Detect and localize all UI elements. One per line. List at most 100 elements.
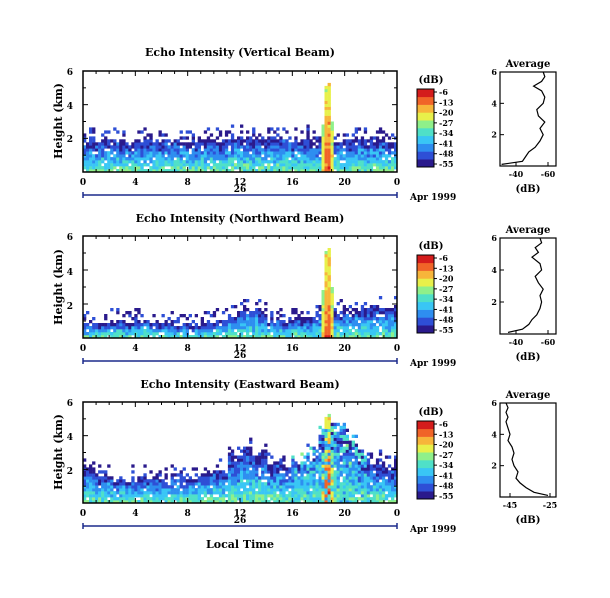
heatmap-cell bbox=[327, 142, 331, 146]
heatmap-cell bbox=[243, 160, 247, 164]
heatmap-cell bbox=[137, 329, 141, 333]
heatmap-cell bbox=[218, 130, 223, 134]
heatmap-cell bbox=[116, 320, 120, 324]
heatmap-cell bbox=[101, 335, 105, 339]
heatmap-cell bbox=[249, 488, 253, 492]
heatmap-cell bbox=[110, 145, 114, 149]
heatmap-cell bbox=[303, 145, 307, 149]
heatmap-cell bbox=[282, 482, 286, 486]
colorbar-swatch bbox=[417, 475, 434, 484]
heatmap-cell bbox=[252, 148, 256, 152]
heatmap-cell bbox=[288, 323, 292, 327]
heatmap-cell bbox=[246, 151, 250, 155]
heatmap-cell bbox=[255, 169, 259, 173]
heatmap-cell bbox=[179, 148, 183, 152]
heatmap-cell bbox=[336, 142, 340, 146]
heatmap-cell bbox=[339, 326, 343, 330]
heatmap-cell bbox=[327, 263, 331, 267]
heatmap-cell bbox=[394, 305, 398, 309]
heatmap-cell bbox=[158, 163, 162, 167]
heatmap-cell bbox=[116, 145, 120, 149]
heatmap-cell bbox=[191, 479, 195, 483]
heatmap-cell bbox=[336, 467, 340, 471]
heatmap-cell bbox=[146, 497, 150, 501]
heatmap-cell bbox=[384, 169, 389, 173]
heatmap-cell bbox=[237, 464, 241, 468]
heatmap-cell bbox=[158, 160, 162, 164]
heatmap-cell bbox=[372, 467, 377, 471]
heatmap-cell bbox=[270, 479, 274, 483]
heatmap-cell bbox=[215, 166, 220, 170]
heatmap-cell bbox=[119, 497, 123, 501]
heatmap-cell bbox=[83, 491, 87, 495]
heatmap-cell bbox=[351, 163, 355, 167]
heatmap-cell bbox=[234, 145, 238, 149]
heatmap-cell bbox=[327, 428, 331, 432]
heatmap-cell bbox=[249, 160, 253, 164]
heatmap-cell bbox=[360, 467, 365, 471]
heatmap-cell bbox=[164, 326, 168, 330]
heatmap-cell bbox=[372, 326, 377, 330]
heatmap-cell bbox=[366, 160, 371, 164]
heatmap-cell bbox=[360, 470, 365, 474]
heatmap-cell bbox=[218, 142, 223, 146]
colorbar-swatch bbox=[417, 294, 434, 303]
heatmap-cell bbox=[315, 479, 319, 483]
heatmap-cell bbox=[194, 329, 198, 333]
heatmap-cell bbox=[387, 332, 392, 336]
heatmap-cell bbox=[366, 497, 371, 501]
heatmap-cell bbox=[224, 160, 229, 164]
heatmap-cell bbox=[297, 479, 301, 483]
heatmap-cell bbox=[252, 494, 256, 498]
heatmap-cell bbox=[261, 449, 265, 453]
heatmap-cell bbox=[240, 302, 244, 306]
colorbar-swatch bbox=[417, 483, 434, 492]
heatmap-cell bbox=[237, 455, 241, 459]
heatmap-cell bbox=[381, 470, 386, 474]
heatmap-cell bbox=[101, 470, 105, 474]
heatmap-cell bbox=[318, 320, 322, 324]
heatmap-cell bbox=[258, 452, 262, 456]
heatmap-cell bbox=[119, 323, 123, 327]
heatmap-cell bbox=[152, 479, 156, 483]
heatmap-cell bbox=[209, 157, 214, 161]
heatmap-cell bbox=[324, 485, 328, 489]
heatmap-cell bbox=[297, 160, 301, 164]
heatmap-cell bbox=[92, 326, 96, 330]
heatmap-cell bbox=[86, 326, 90, 330]
heatmap-cell bbox=[375, 320, 380, 324]
heatmap-cell bbox=[318, 476, 322, 480]
heatmap-cell bbox=[158, 151, 162, 155]
heatmap-cell bbox=[104, 473, 108, 477]
heatmap-cell bbox=[312, 491, 316, 495]
heatmap-cell bbox=[394, 311, 398, 315]
heatmap-cell bbox=[179, 329, 183, 333]
heatmap-cell bbox=[288, 476, 292, 480]
heatmap-cell bbox=[336, 461, 340, 465]
heatmap-cell bbox=[230, 449, 235, 453]
heatmap-cell bbox=[303, 160, 307, 164]
heatmap-cell bbox=[375, 479, 380, 483]
heatmap-cell bbox=[306, 473, 310, 477]
heatmap-cell bbox=[333, 473, 337, 477]
colorbar-swatch bbox=[417, 278, 434, 287]
heatmap-cell bbox=[161, 166, 165, 170]
heatmap-cell bbox=[324, 455, 328, 459]
heatmap-cell bbox=[387, 464, 392, 468]
heatmap-cell bbox=[101, 142, 105, 146]
heatmap-cell bbox=[155, 500, 159, 504]
heatmap-cell bbox=[249, 166, 253, 170]
heatmap-cell bbox=[360, 142, 365, 146]
heatmap-cell bbox=[327, 151, 331, 155]
heatmap-cell bbox=[342, 479, 346, 483]
heatmap-cell bbox=[375, 461, 380, 465]
heatmap-cell bbox=[333, 335, 337, 339]
heatmap-cell bbox=[176, 154, 180, 158]
heatmap-cell bbox=[104, 494, 108, 498]
heatmap-cell bbox=[273, 500, 277, 504]
heatmap-cell bbox=[276, 163, 280, 167]
heatmap-cell bbox=[89, 320, 93, 324]
heatmap-cell bbox=[300, 320, 304, 324]
heatmap-cell bbox=[348, 485, 352, 489]
heatmap-cell bbox=[176, 166, 180, 170]
